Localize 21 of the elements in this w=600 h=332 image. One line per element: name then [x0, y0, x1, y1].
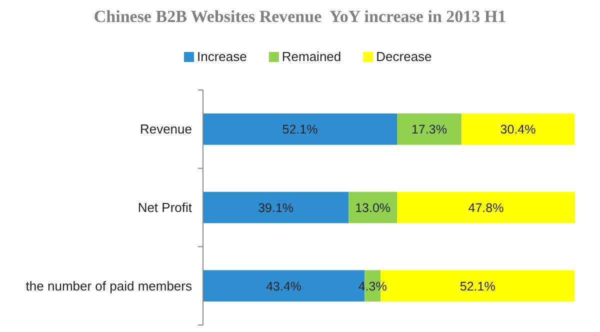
- data-label: 17.3%: [411, 122, 447, 137]
- legend-label: Decrease: [376, 49, 432, 64]
- chart-title: Chinese B2B Websites Revenue YoY increase in 2013 H1: [94, 7, 506, 26]
- legend-label: Remained: [282, 49, 342, 64]
- y-tick-label: Net Profit: [138, 200, 192, 215]
- data-label: 30.4%: [500, 122, 536, 137]
- legend-label: Increase: [197, 49, 247, 64]
- y-tick-label: Revenue: [140, 122, 192, 137]
- bar: [397, 114, 462, 145]
- data-label: 39.1%: [258, 201, 294, 215]
- data-label: 52.1%: [460, 279, 496, 294]
- bar: [461, 114, 575, 145]
- data-label: 47.8%: [468, 201, 504, 215]
- bar: [397, 192, 575, 224]
- bar: [348, 192, 398, 224]
- data-label: 43.4%: [266, 279, 302, 294]
- data-label: 13.0%: [355, 201, 391, 215]
- bar: [203, 192, 349, 224]
- data-label: 52.1%: [282, 122, 318, 137]
- y-tick-label: the number of paid members: [26, 278, 192, 294]
- bar: [203, 114, 398, 145]
